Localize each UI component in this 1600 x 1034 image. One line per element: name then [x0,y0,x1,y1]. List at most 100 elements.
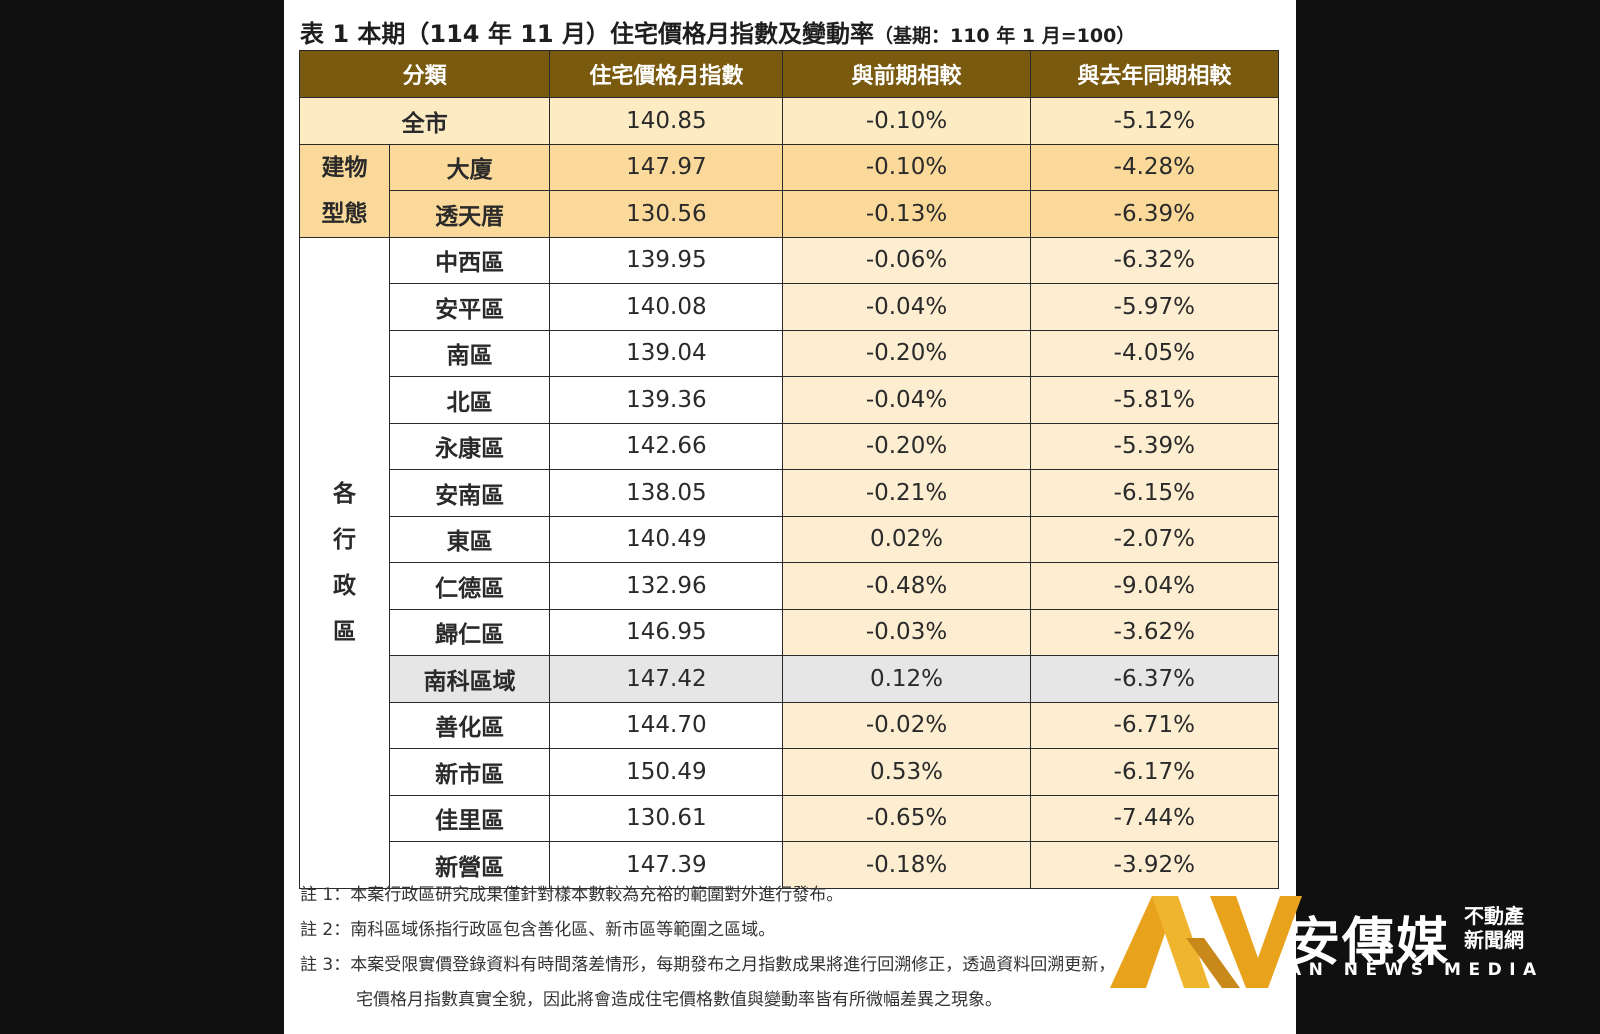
mom-value: -0.13% [782,190,1031,238]
mom-value: -0.48% [782,562,1031,610]
yoy-value: -7.44% [1029,794,1280,842]
group-district: 各行政區 [299,236,390,889]
header-index: 住宅價格月指數 [549,50,784,98]
table-row: 安平區 140.08 -0.04% -5.97% [300,283,1280,331]
mom-value: -0.20% [782,329,1031,377]
index-value: 142.66 [549,422,784,470]
logo-english-name: AN NEWS MEDIA [1288,960,1544,980]
index-value: 130.61 [549,794,784,842]
index-value: 138.05 [549,469,784,517]
row-name: 新營區 [388,841,551,889]
mom-value: 0.53% [782,748,1031,796]
index-value: 140.08 [549,283,784,331]
yoy-value: -5.12% [1029,97,1280,145]
header-category: 分類 [298,50,551,98]
index-value: 147.39 [549,841,784,889]
mom-value: -0.04% [782,283,1031,331]
row-name: 全市 [298,97,551,145]
logo-subtitle: 不動產新聞網 [1464,904,1524,952]
yoy-value: -9.04% [1029,562,1280,610]
yoy-value: -5.81% [1029,376,1280,424]
index-value: 146.95 [549,608,784,656]
table-row: 建物 型態 大廈 147.97 -0.10% -4.28% [299,143,1280,238]
index-value: 139.04 [549,329,784,377]
mom-value: -0.03% [782,608,1031,656]
yoy-value: -3.92% [1029,841,1280,889]
row-name: 佳里區 [388,794,551,842]
note-1: 註 1：本案行政區研究成果僅針對樣本數較為充裕的範圍對外進行發布。 [300,885,844,905]
mom-value: -0.20% [782,422,1031,470]
note-3: 註 3：本案受限實價登錄資料有時間落差情形，每期發布之月指數成果將進行回溯修正，… [300,955,1116,975]
mom-value: -0.10% [782,97,1031,145]
group-label: 各行政區 [332,480,356,645]
yoy-value: -5.97% [1029,283,1280,331]
mom-value: -0.10% [782,143,1031,191]
table-row: 各行政區 中西區 139.95 -0.06% -6.32% [299,236,1280,889]
index-value: 147.97 [549,143,784,191]
mom-value: -0.06% [782,236,1031,284]
row-name: 新市區 [388,748,551,796]
table-row: 佳里區 130.61 -0.65% -7.44% [300,794,1280,842]
mom-value: -0.04% [782,376,1031,424]
row-name: 仁德區 [388,562,551,610]
table-row: 安南區 138.05 -0.21% -6.15% [300,469,1280,517]
mom-value: 0.12% [782,655,1031,703]
index-value: 130.56 [549,190,784,238]
yoy-value: -4.05% [1029,329,1280,377]
title-main: 表 1 本期（114 年 11 月）住宅價格月指數及變動率 [300,20,874,48]
table-row: 北區 139.36 -0.04% -5.81% [300,376,1280,424]
row-name: 中西區 [388,236,551,284]
yoy-value: -6.39% [1029,190,1280,238]
note-3-continued: 宅價格月指數真實全貌，因此將會造成住宅價格數值與變動率皆有所微幅差異之現象。 [356,990,1002,1010]
table-row: 東區 140.49 0.02% -2.07% [300,515,1280,563]
table-row: 透天厝 130.56 -0.13% -6.39% [299,190,1280,238]
group-building-type: 建物 型態 [299,143,390,238]
logo-chinese-name: 安傳媒 [1288,912,1451,973]
table-row: 南區 139.04 -0.20% -4.05% [300,329,1280,377]
row-name: 透天厝 [388,190,551,238]
index-value: 140.85 [549,97,784,145]
row-name: 歸仁區 [388,608,551,656]
yoy-value: -6.71% [1029,701,1280,749]
mom-value: -0.18% [782,841,1031,889]
table-row: 南科區域 147.42 0.12% -6.37% [300,655,1280,703]
table-row: 善化區 144.70 -0.02% -6.71% [300,701,1280,749]
index-value: 150.49 [549,748,784,796]
row-name: 東區 [388,515,551,563]
yoy-value: -6.32% [1029,236,1280,284]
row-name: 大廈 [388,143,551,191]
index-value: 140.49 [549,515,784,563]
table-row: 永康區 142.66 -0.20% -5.39% [300,422,1280,470]
index-value: 147.42 [549,655,784,703]
document-page: 表 1 本期（114 年 11 月）住宅價格月指數及變動率（基期：110 年 1… [284,0,1296,1034]
table-row: 全市 140.85 -0.10% -5.12% [298,97,1280,145]
mom-value: -0.65% [782,794,1031,842]
yoy-value: -6.17% [1029,748,1280,796]
yoy-value: -3.62% [1029,608,1280,656]
yoy-value: -2.07% [1029,515,1280,563]
table-row: 仁德區 132.96 -0.48% -9.04% [300,562,1280,610]
table-row: 新營區 147.39 -0.18% -3.92% [300,841,1280,889]
yoy-value: -5.39% [1029,422,1280,470]
group-label: 建物 型態 [321,154,368,227]
yoy-value: -4.28% [1029,143,1280,191]
row-name: 南科區域 [388,655,551,703]
table-title: 表 1 本期（114 年 11 月）住宅價格月指數及變動率（基期：110 年 1… [300,14,1135,49]
index-value: 139.36 [549,376,784,424]
index-value: 132.96 [549,562,784,610]
title-base: （基期：110 年 1 月=100） [873,25,1136,47]
price-index-table: 分類 住宅價格月指數 與前期相較 與去年同期相較 全市 140.85 -0.10… [298,50,1280,889]
mom-value: -0.02% [782,701,1031,749]
yoy-value: -6.37% [1029,655,1280,703]
table-body: 全市 140.85 -0.10% -5.12% 建物 型態 大廈 147.97 -… [298,97,1280,889]
row-name: 安南區 [388,469,551,517]
row-name: 南區 [388,329,551,377]
row-name: 永康區 [388,422,551,470]
mom-value: -0.21% [782,469,1031,517]
index-value: 139.95 [549,236,784,284]
table-row: 新市區 150.49 0.53% -6.17% [300,748,1280,796]
header-row: 分類 住宅價格月指數 與前期相較 與去年同期相較 [298,50,1280,98]
footnotes: 註 1：本案行政區研究成果僅針對樣本數較為充裕的範圍對外進行發布。 註 2：南科… [300,878,1280,1018]
row-name: 善化區 [388,701,551,749]
index-value: 144.70 [549,701,784,749]
